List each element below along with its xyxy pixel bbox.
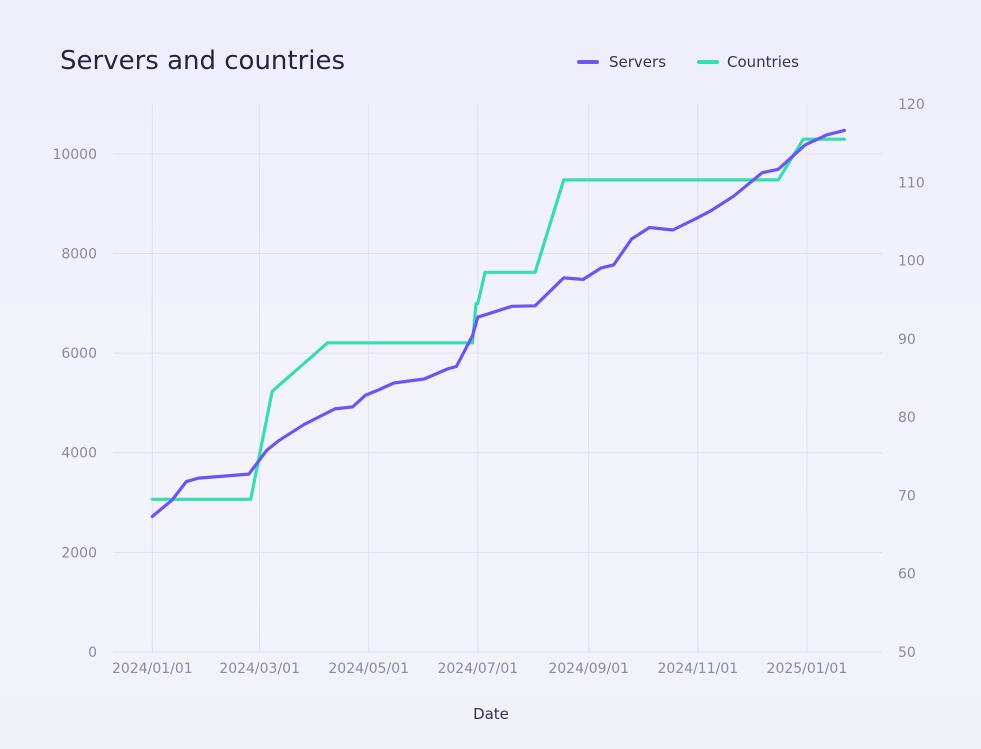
- x-tick-label: 2024/05/01: [328, 661, 409, 677]
- series-line-servers: [150, 128, 846, 519]
- y2-tick-label: 100: [898, 254, 925, 270]
- legend-label-servers: Servers: [609, 53, 666, 71]
- y2-tick-label: 90: [898, 332, 916, 348]
- x-axis-title: Date: [473, 705, 509, 723]
- x-tick-label: 2024/01/01: [112, 661, 193, 677]
- x-tick-label: 2024/07/01: [437, 661, 518, 677]
- x-tick-label: 2024/03/01: [219, 661, 300, 677]
- x-tick-label: 2024/11/01: [657, 661, 738, 677]
- y2-tick-label: 80: [898, 410, 916, 426]
- y2-tick-label: 60: [898, 567, 916, 583]
- y-tick-label: 8000: [61, 246, 97, 262]
- y2-tick-label: 110: [898, 175, 925, 191]
- chart-title: Servers and countries: [60, 46, 345, 76]
- y-tick-label: 10000: [52, 147, 97, 163]
- series-lines: [150, 128, 846, 519]
- y-tick-label: 6000: [61, 346, 97, 362]
- x-tick-label: 2024/09/01: [548, 661, 629, 677]
- x-axis: 2024/01/01 2024/03/01 2024/05/01 2024/07/01…: [112, 661, 847, 677]
- y2-tick-label: 50: [898, 645, 916, 661]
- y2-tick-label: 120: [898, 97, 925, 113]
- legend: Servers Countries: [577, 53, 799, 71]
- y-tick-label: 2000: [61, 545, 97, 561]
- gridlines: [113, 104, 882, 653]
- legend-label-countries: Countries: [727, 53, 799, 71]
- y-axis-left: 0 2000 4000 6000 8000 10000: [52, 147, 97, 661]
- series-line-countries: [150, 137, 846, 501]
- y-axis-right: 50 60 70 80 90 100 110 120: [898, 97, 925, 661]
- y2-tick-label: 70: [898, 488, 916, 504]
- x-tick-label: 2025/01/01: [767, 661, 848, 677]
- y-tick-label: 0: [88, 645, 97, 661]
- y-tick-label: 4000: [61, 446, 97, 462]
